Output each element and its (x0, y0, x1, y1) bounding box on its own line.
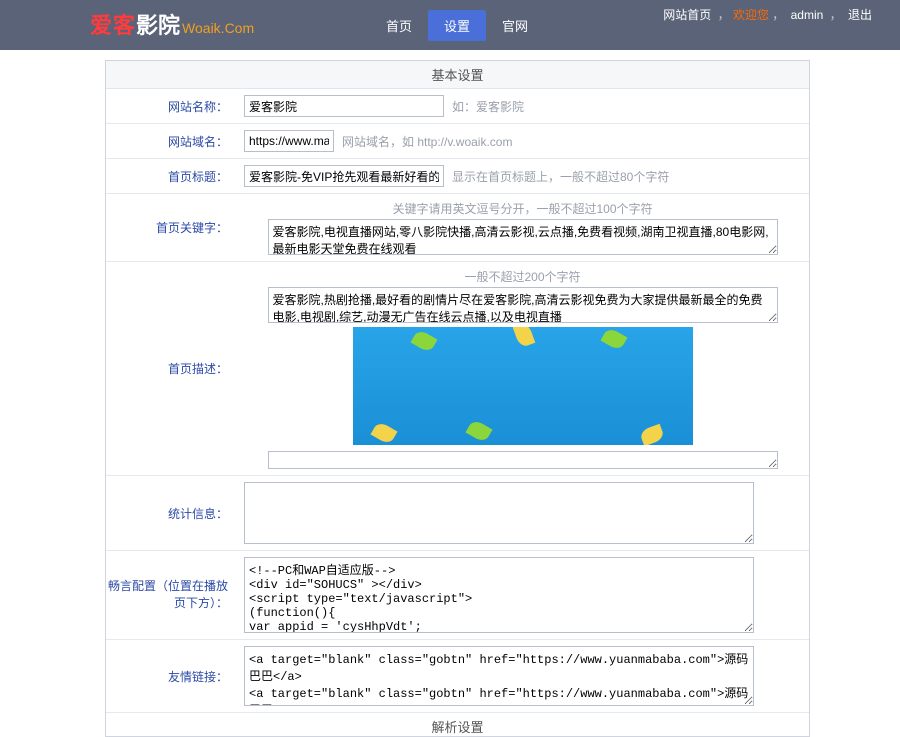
label-changyan: 畅言配置（位置在播放页下方）： (106, 551, 236, 639)
label-description: 首页描述： (106, 262, 236, 475)
input-site-name[interactable] (244, 95, 444, 117)
welcome-text: 欢迎您 (733, 8, 769, 22)
input-friendlinks[interactable] (244, 646, 754, 706)
nav-home[interactable]: 首页 (370, 10, 428, 41)
nav-settings[interactable]: 设置 (428, 10, 486, 41)
topbar: 爱客影院Woaik.Com 首页 设置 官网 网站首页 ， 欢迎您 ， admi… (0, 0, 900, 50)
logo-en: Woaik.Com (182, 20, 254, 36)
logo: 爱客影院Woaik.Com (90, 8, 254, 40)
input-stats[interactable] (244, 482, 754, 544)
hint-site-name: 如：爱客影院 (452, 98, 524, 115)
input-description[interactable] (268, 287, 778, 323)
label-stats: 统计信息： (106, 476, 236, 550)
link-logout[interactable]: 退出 (848, 8, 872, 22)
section-parse-title: 解析设置 (106, 713, 809, 736)
row-keywords: 首页关键字： 关键字请用英文逗号分开，一般不超过100个字符 (106, 194, 809, 262)
row-site-domain: 网站域名： 网站域名，如 http://v.woaik.com (106, 124, 809, 159)
label-keywords: 首页关键字： (106, 194, 236, 261)
row-site-name: 网站名称： 如：爱客影院 (106, 89, 809, 124)
link-site-home[interactable]: 网站首页 (663, 8, 711, 22)
nav-site[interactable]: 官网 (486, 10, 544, 41)
hint-description: 一般不超过200个字符 (464, 268, 580, 285)
hint-home-title: 显示在首页标题上，一般不超过80个字符 (452, 168, 669, 185)
main-nav: 首页 设置 官网 (370, 10, 544, 41)
link-user[interactable]: admin (791, 8, 824, 22)
input-keywords[interactable] (268, 219, 778, 255)
hint-keywords: 关键字请用英文逗号分开，一般不超过100个字符 (392, 200, 652, 217)
settings-panel: 基本设置 网站名称： 如：爱客影院 网站域名： 网站域名，如 http://v.… (105, 60, 810, 737)
row-changyan: 畅言配置（位置在播放页下方）： (106, 551, 809, 640)
row-description: 首页描述： 一般不超过200个字符 (106, 262, 809, 476)
hint-site-domain: 网站域名，如 http://v.woaik.com (342, 133, 512, 150)
top-links: 网站首页 ， 欢迎您 ， admin ， 退出 (660, 6, 875, 23)
row-friendlinks: 友情链接： (106, 640, 809, 713)
input-description-extra[interactable] (268, 451, 778, 469)
logo-cn1: 爱客 (90, 13, 136, 38)
input-site-domain[interactable] (244, 130, 334, 152)
label-site-domain: 网站域名： (106, 124, 236, 158)
input-changyan[interactable] (244, 557, 754, 633)
label-site-name: 网站名称： (106, 89, 236, 123)
row-home-title: 首页标题： 显示在首页标题上，一般不超过80个字符 (106, 159, 809, 194)
logo-cn2: 影院 (136, 13, 180, 38)
label-home-title: 首页标题： (106, 159, 236, 193)
row-stats: 统计信息： (106, 476, 809, 551)
panel-title: 基本设置 (106, 61, 809, 89)
input-home-title[interactable] (244, 165, 444, 187)
label-friendlinks: 友情链接： (106, 640, 236, 712)
preview-image (353, 327, 693, 445)
